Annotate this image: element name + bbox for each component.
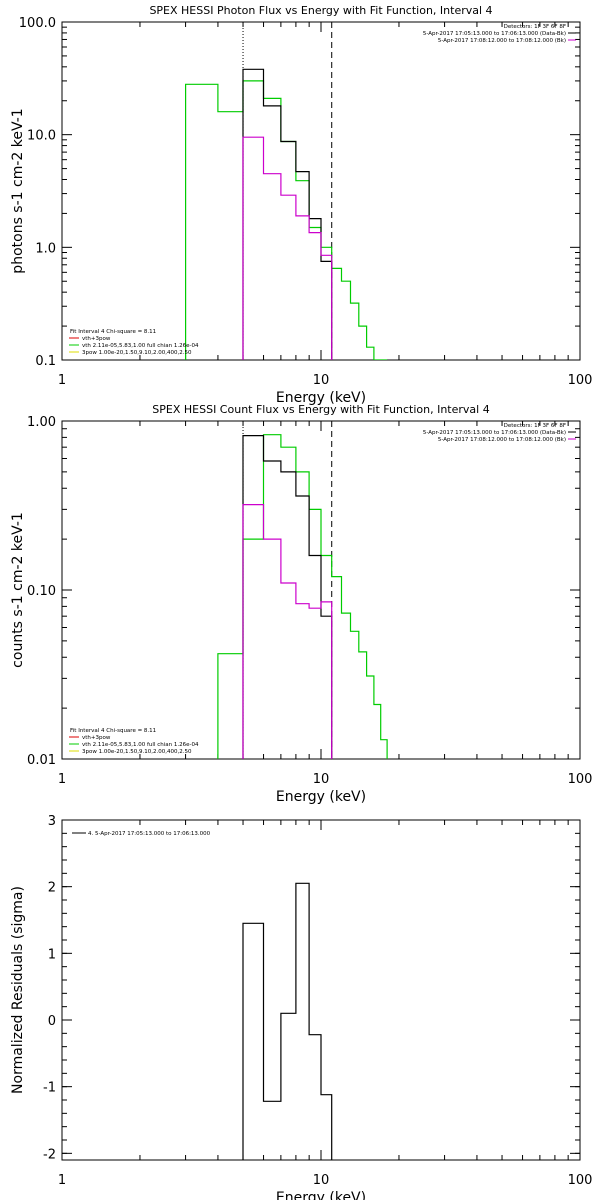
x-tick-label: 100	[568, 373, 593, 388]
legend-line: Fit Interval 4 Chi-square = 8.11	[70, 329, 156, 335]
y-tick-label: 0.01	[27, 753, 56, 768]
legend-line: 5-Apr-2017 17:05:13.000 to 17:06:13.000 …	[423, 430, 566, 436]
legend-line: vth 2.11e-05,5.83,1.00 full chian 1.26e-…	[82, 343, 199, 349]
chart-title: SPEX HESSI Photon Flux vs Energy with Fi…	[149, 4, 492, 17]
y-axis-label: Normalized Residuals (sigma)	[10, 886, 26, 1094]
y-tick-label: 3	[48, 814, 56, 829]
chart-panel-3: 1 10 100 -2 -1 0 1 2 3 Energy (keV) Normalized Res…	[10, 814, 592, 1200]
x-axis-label: Energy (keV)	[276, 390, 366, 406]
y-tick-label: 10.0	[27, 129, 56, 144]
y-tick-label: 100.0	[19, 16, 56, 31]
legend-line: 5-Apr-2017 17:08:12.000 to 17:08:12.000 …	[438, 437, 566, 443]
legend-line: vth+3pow	[82, 735, 111, 741]
series-step-line-2	[242, 68, 333, 360]
x-axis-label: Energy (keV)	[276, 1190, 366, 1200]
legend-line: 5-Apr-2017 17:08:12.000 to 17:08:12.000 …	[438, 38, 566, 44]
x-axis-label: Energy (keV)	[276, 789, 366, 805]
y-tick-label: 0.10	[27, 584, 56, 599]
x-tick-label: 1	[58, 373, 66, 388]
legend-line: 3pow 1.00e-20,1.50,9.10,2.00,400,2.50	[82, 350, 192, 356]
x-tick-label: 100	[568, 1173, 593, 1188]
y-axis-label: counts s-1 cm-2 keV-1	[10, 512, 26, 668]
x-tick-label: 10	[313, 772, 330, 787]
plot-frame	[61, 21, 581, 361]
x-tick-label: 10	[313, 373, 330, 388]
chart-title: SPEX HESSI Count Flux vs Energy with Fit…	[152, 403, 489, 416]
series-step-line-3	[242, 136, 333, 360]
chart-panel-2: 1 10 100 0.01 0.10 1.00 SPEX HESSI Count Flux …	[10, 403, 592, 805]
x-tick-label: 10	[313, 1173, 330, 1188]
chart-panel-1: 1 10 100 0.1 1.0 10.0 100.0 SPEX HESSI Photon F…	[10, 4, 592, 406]
legend-line: Detectors: 1F 3F 6F 8F	[504, 423, 566, 429]
legend-line: 4. 5-Apr-2017 17:05:13.000 to 17:06:13.0…	[88, 831, 211, 837]
series-step-line-1	[242, 882, 333, 1160]
legend-line: 3pow 1.00e-20,1.50,9.10,2.00,400,2.50	[82, 749, 192, 755]
y-tick-label: 0	[48, 1014, 56, 1029]
y-tick-label: -2	[43, 1147, 56, 1162]
y-axis-label: photons s-1 cm-2 keV-1	[10, 108, 26, 273]
series-step-line-3	[242, 504, 333, 759]
legend-line: vth 2.11e-05,5.83,1.00 full chian 1.26e-…	[82, 742, 199, 748]
series-step-line-1	[185, 80, 388, 360]
x-tick-label: 100	[568, 772, 593, 787]
plot-frame	[61, 819, 581, 1161]
legend-line: Fit Interval 4 Chi-square = 8.11	[70, 728, 156, 734]
y-tick-label: 1	[48, 947, 56, 962]
x-tick-label: 1	[58, 1173, 66, 1188]
y-tick-label: 1.0	[35, 241, 56, 256]
x-tick-label: 1	[58, 772, 66, 787]
y-tick-label: 1.00	[27, 415, 56, 430]
series-step-line-2	[242, 435, 333, 759]
legend-line: vth+3pow	[82, 336, 111, 342]
y-tick-label: 0.1	[35, 354, 56, 369]
y-tick-label: 2	[48, 881, 56, 896]
y-tick-label: -1	[43, 1081, 56, 1096]
legend-line: 5-Apr-2017 17:05:13.000 to 17:06:13.000 …	[423, 31, 566, 37]
legend-line: Detectors: 1F 3F 6F 8F	[504, 24, 566, 30]
